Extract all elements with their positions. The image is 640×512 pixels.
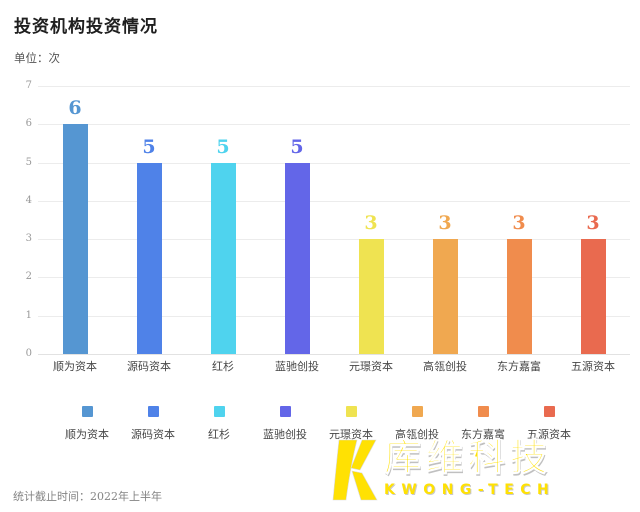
legend-item-6: 高瓴创投 xyxy=(384,406,450,442)
legend-item-2: 源码资本 xyxy=(120,406,186,442)
gridline-y-7 xyxy=(38,86,630,87)
y-axis-tick-4: 4 xyxy=(25,194,32,206)
bar-value-label-4: 5 xyxy=(290,135,304,158)
legend-swatch-icon xyxy=(411,406,423,417)
gridline-y-4 xyxy=(38,200,630,202)
bar-value-label-6: 3 xyxy=(438,212,452,235)
legend-swatch-icon xyxy=(345,406,357,417)
bar-2 xyxy=(136,162,162,354)
brand-name-en: KWONG-TECH xyxy=(384,482,556,498)
bar-3 xyxy=(210,162,236,354)
bar-7 xyxy=(506,239,532,354)
legend-item-8: 五源资本 xyxy=(516,406,582,442)
gridline-y-6 xyxy=(38,124,630,126)
kwong-tech-k-icon xyxy=(332,439,378,501)
y-axis-tick-1: 1 xyxy=(25,309,32,321)
legend-item-3: 红杉 xyxy=(186,406,252,442)
legend-label: 蓝驰创投 xyxy=(263,428,307,441)
legend-swatch-icon xyxy=(213,406,225,417)
y-axis-tick-6: 6 xyxy=(25,118,32,130)
bar-1 xyxy=(62,124,88,354)
y-axis-tick-2: 2 xyxy=(25,271,32,283)
legend-item-7: 东方嘉富 xyxy=(450,406,516,442)
legend-label: 源码资本 xyxy=(131,428,175,441)
footnote: 统计截止时间：2022年上半年 xyxy=(13,490,162,503)
unit-label: 单位：次 xyxy=(14,51,60,65)
y-axis-tick-0: 0 xyxy=(25,348,32,359)
x-axis-label-4: 蓝驰创投 xyxy=(275,360,319,373)
x-axis-label-8: 五源资本 xyxy=(571,360,615,373)
bar-8 xyxy=(580,239,606,354)
page-title: 投资机构投资情况 xyxy=(14,17,158,37)
legend-label: 东方嘉富 xyxy=(461,428,505,441)
y-axis-tick-5: 5 xyxy=(25,156,32,168)
legend-swatch-icon xyxy=(543,406,555,417)
bar-value-label-8: 3 xyxy=(586,212,600,235)
legend-swatch-icon xyxy=(279,406,291,417)
gridline-y-1 xyxy=(38,315,630,317)
bar-6 xyxy=(432,239,458,354)
x-axis-label-5: 元璟资本 xyxy=(349,360,393,373)
legend-label: 顺为资本 xyxy=(65,428,109,441)
legend-item-5: 元璟资本 xyxy=(318,406,384,442)
gridline-y-5 xyxy=(38,162,630,164)
brand-logo: 库维科技 KWONG-TECH xyxy=(332,436,592,508)
bar-value-label-3: 5 xyxy=(216,135,230,158)
y-axis-tick-3: 3 xyxy=(25,233,32,245)
legend-label: 高瓴创投 xyxy=(395,428,439,441)
legend-swatch-icon xyxy=(477,406,489,417)
gridline-y-2 xyxy=(38,277,630,279)
brand-name-cn: 库维科技 xyxy=(384,436,552,479)
legend-item-1: 顺为资本 xyxy=(54,406,120,442)
gridline-y-0 xyxy=(38,354,630,355)
bar-value-label-1: 6 xyxy=(68,97,82,120)
legend-label: 红杉 xyxy=(208,428,230,441)
brand-logo-text: 库维科技 KWONG-TECH xyxy=(384,436,556,498)
legend-swatch-icon xyxy=(81,406,93,417)
x-axis-label-2: 源码资本 xyxy=(127,360,171,373)
plot-area xyxy=(38,86,630,355)
chart-legend: 顺为资本 源码资本 红杉 蓝驰创投 元璟资本 高瓴创投 东方嘉富 五源资本 xyxy=(54,406,582,442)
bar-value-label-5: 3 xyxy=(364,212,378,235)
bar-value-label-7: 3 xyxy=(512,212,526,235)
x-axis-label-6: 高瓴创投 xyxy=(423,360,467,373)
legend-label: 元璟资本 xyxy=(329,428,373,441)
y-axis-tick-7: 7 xyxy=(25,80,32,91)
bar-4 xyxy=(284,162,310,354)
legend-swatch-icon xyxy=(147,406,159,417)
x-axis-label-1: 顺为资本 xyxy=(53,360,97,373)
x-axis-label-3: 红杉 xyxy=(212,360,234,373)
bar-5 xyxy=(358,239,384,354)
bar-value-label-2: 5 xyxy=(142,135,156,158)
legend-item-4: 蓝驰创投 xyxy=(252,406,318,442)
gridline-y-3 xyxy=(38,239,630,241)
x-axis-label-7: 东方嘉富 xyxy=(497,360,541,373)
legend-label: 五源资本 xyxy=(527,428,571,441)
